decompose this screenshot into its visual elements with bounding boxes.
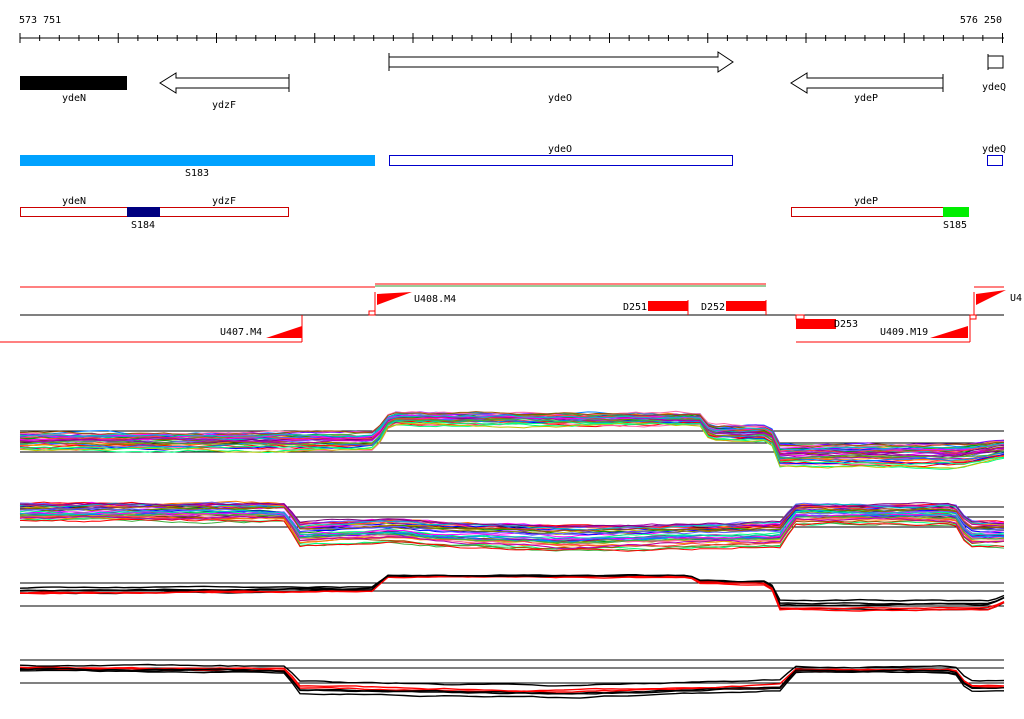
expression-trace — [19, 574, 1005, 607]
expression-trace — [19, 663, 1005, 687]
expression-trace — [19, 574, 1005, 602]
expression-trace — [19, 575, 1005, 610]
segment-label-ydeQ: ydeQ — [982, 144, 1006, 155]
segment-track-2: ydeN ydzF S184 ydeP S185 — [20, 196, 969, 231]
gene-label-ydeO: ydeO — [548, 93, 572, 104]
expression-trace — [19, 420, 1005, 466]
segment-ydeQ[interactable] — [987, 155, 1003, 166]
gene-ydeO[interactable] — [388, 51, 734, 73]
expression-trace — [19, 411, 1005, 448]
coordinate-start: 573 751 — [19, 15, 61, 26]
segment-ydeP[interactable] — [791, 207, 944, 217]
expression-panel-4 — [19, 659, 1005, 699]
terminator-D251[interactable] — [648, 301, 688, 311]
expression-trace — [19, 419, 1005, 462]
expression-trace — [19, 505, 1005, 532]
regulatory-track: U408.M4 D251 D252 U407.M4 D253 U409.M19 … — [0, 283, 1022, 343]
gene-ydzF[interactable] — [159, 72, 290, 94]
reg-label-D251: D251 — [623, 302, 647, 313]
gene-label-ydeP: ydeP — [854, 93, 878, 104]
segment-label-S183: S183 — [185, 168, 209, 179]
promoter-U409-M19[interactable] — [930, 326, 968, 338]
reg-label-D253: D253 — [834, 319, 858, 330]
expression-trace — [19, 507, 1005, 536]
gene-track: ydeN ydzF ydeO ydeP ydeQ — [20, 51, 1006, 111]
segment-track-1: S183 ydeO ydeQ — [20, 144, 1006, 179]
segment-ydeO[interactable] — [389, 155, 733, 166]
ruler-ticks — [19, 33, 1003, 43]
expression-trace — [19, 518, 1005, 552]
reg-label-D252: D252 — [701, 302, 725, 313]
segment-gene-label-ydzF: ydzF — [212, 196, 236, 207]
expression-panel-2 — [19, 500, 1005, 552]
segment-gene-label-ydeP: ydeP — [854, 196, 878, 207]
coordinate-end: 576 250 — [960, 15, 1002, 26]
reg-label-U407-M4: U407.M4 — [220, 327, 262, 338]
expression-trace — [19, 414, 1005, 451]
coordinate-ruler: 573 751 576 250 — [19, 15, 1004, 43]
gene-ydeP[interactable] — [790, 72, 944, 94]
gene-label-ydeN: ydeN — [62, 93, 86, 104]
expression-trace — [19, 502, 1005, 528]
segment-gene-label-ydeN: ydeN — [62, 196, 86, 207]
promoter-U407-M4[interactable] — [266, 326, 302, 338]
segment-label-S185: S185 — [943, 220, 967, 231]
terminator-D253[interactable] — [796, 319, 836, 329]
gene-label-ydzF: ydzF — [212, 100, 236, 111]
expression-trace — [19, 515, 1005, 550]
gene-ydeQ[interactable] — [987, 54, 1004, 70]
expression-trace — [19, 668, 1005, 695]
expression-trace — [20, 669, 1004, 699]
expression-trace — [19, 515, 1005, 550]
reg-label-U409-M19: U409.M19 — [880, 327, 928, 338]
expression-trace — [19, 518, 1005, 552]
segment-S185[interactable] — [943, 207, 969, 217]
terminator-D252[interactable] — [726, 301, 766, 311]
expression-panel-3 — [19, 574, 1005, 612]
expression-trace — [19, 418, 1005, 460]
expression-trace — [19, 513, 1005, 546]
reg-label-U408-M4: U408.M4 — [414, 294, 456, 305]
reg-label-U4: U4 — [1010, 293, 1022, 304]
gene-ydeN[interactable] — [20, 76, 127, 90]
segment-label-S184: S184 — [131, 220, 155, 231]
promoter-U408-M4[interactable] — [377, 292, 412, 305]
promoter-U4[interactable] — [976, 290, 1006, 305]
gene-label-ydeQ: ydeQ — [982, 82, 1006, 93]
expression-trace — [19, 666, 1005, 693]
expression-trace — [19, 667, 1005, 695]
expression-trace — [19, 415, 1005, 457]
segment-S184[interactable] — [127, 207, 160, 217]
segment-S183[interactable] — [20, 155, 375, 166]
expression-trace — [19, 502, 1005, 531]
expression-trace — [19, 509, 1005, 539]
expression-panel-1 — [19, 410, 1005, 470]
segment-label-ydeO: ydeO — [548, 144, 572, 155]
